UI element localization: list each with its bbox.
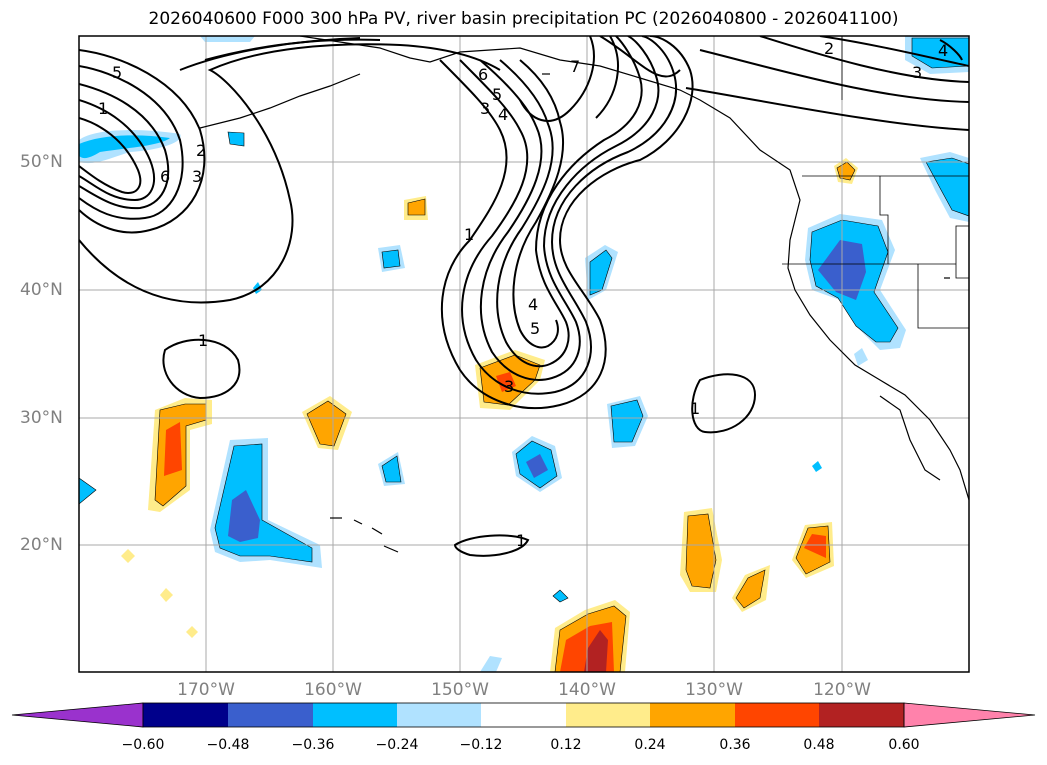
colorbar-bin: [650, 703, 735, 727]
political-borders: [782, 36, 969, 329]
lon-label: 120°W: [813, 680, 871, 700]
colorbar-bin: [481, 703, 566, 727]
lon-label: 150°W: [431, 680, 489, 700]
map-title: 2026040600 F000 300 hPa PV, river basin …: [148, 9, 899, 29]
colorbar-bin: [566, 703, 650, 727]
contour-label: 4: [498, 105, 508, 124]
lon-label: 130°W: [685, 680, 743, 700]
contour-label: 2: [824, 39, 834, 58]
colorbar-tick-label: −0.12: [459, 737, 503, 753]
colorbar-bin: [143, 703, 228, 727]
colorbar-tick-label: 0.36: [719, 737, 751, 753]
colorbar-extend-low: [11, 702, 144, 728]
lat-label: 30°N: [20, 408, 63, 428]
colorbar-tick-label: 0.12: [550, 737, 582, 753]
lon-label: 170°W: [177, 680, 235, 700]
contour-label: 2: [196, 141, 206, 160]
contour-label: 7: [570, 57, 580, 76]
colorbar: [11, 702, 1036, 728]
coastlines: [199, 36, 969, 553]
lat-label: 40°N: [20, 280, 63, 300]
contour-label: 3: [504, 377, 514, 396]
colorbar-extend-high: [903, 702, 1036, 728]
contour-label: 1: [516, 531, 526, 550]
colorbar-bin: [313, 703, 397, 727]
contour-label: 3: [192, 167, 202, 186]
precip-anomaly-fill: [79, 36, 969, 672]
lon-label: 160°W: [304, 680, 362, 700]
contour-label: 1: [98, 99, 108, 118]
lon-label: 140°W: [558, 680, 616, 700]
colorbar-tick-label: −0.36: [291, 737, 335, 753]
contour-label: 5: [492, 85, 502, 104]
colorbar-frame: [142, 702, 905, 728]
contour-label: 4: [938, 41, 948, 60]
colorbar-tick-label: −0.24: [375, 737, 419, 753]
contour-label: 1: [198, 331, 208, 350]
colorbar-tick-label: 0.60: [888, 737, 920, 753]
pv-contours: [79, 36, 969, 557]
colorbar-tick-label: −0.48: [206, 737, 250, 753]
colorbar-bin: [735, 703, 819, 727]
colorbar-bin: [819, 703, 904, 727]
map-border: [78, 35, 970, 673]
contour-label: 6: [160, 167, 170, 186]
colorbar-bin: [228, 703, 313, 727]
contour-label: 6: [478, 65, 488, 84]
pv-contour-labels: 5 1 2 3 6 6 5 3 4 7 1 4 5 3 1 1 1 2 3 4: [98, 39, 948, 550]
colorbar-tick-label: 0.48: [803, 737, 835, 753]
contour-label: 3: [912, 63, 922, 82]
contour-label: 4: [528, 295, 538, 314]
lat-label: 20°N: [20, 535, 63, 555]
contour-label: 5: [112, 63, 122, 82]
contour-label: 1: [690, 399, 700, 418]
colorbar-tick-label: 0.24: [634, 737, 666, 753]
colorbar-tick-label: −0.60: [121, 737, 165, 753]
lat-label: 50°N: [20, 152, 63, 172]
contour-label: 3: [480, 99, 490, 118]
contour-label: 5: [530, 319, 540, 338]
contour-label: 1: [464, 225, 474, 244]
colorbar-bin: [397, 703, 481, 727]
